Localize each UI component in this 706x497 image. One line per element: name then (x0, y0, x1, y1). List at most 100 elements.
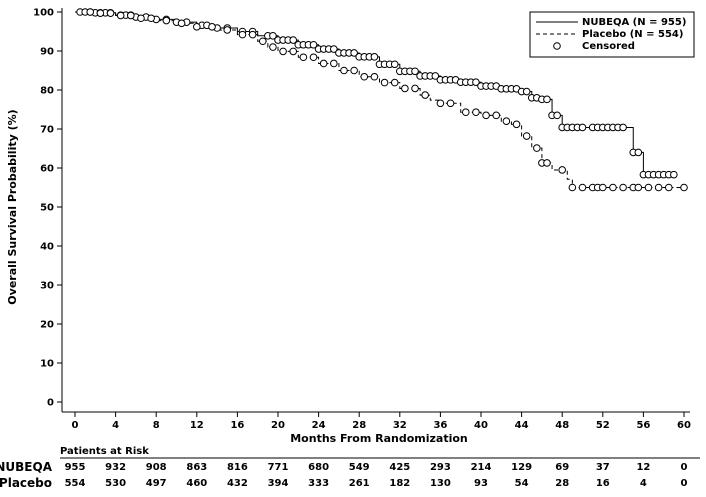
risk-value: 293 (430, 462, 451, 473)
placebo-censor-mark (319, 59, 328, 68)
placebo-censor-mark (330, 59, 338, 68)
nubeqa-censor-mark (350, 49, 358, 57)
risk-value: 12 (636, 462, 650, 473)
risk-value: 28 (555, 478, 569, 489)
risk-value: 432 (227, 478, 248, 489)
legend-placebo-label: Placebo (N = 554) (582, 29, 683, 40)
risk-value: 497 (146, 478, 167, 489)
placebo-censor-mark (522, 132, 531, 140)
x-tick-label: 36 (433, 420, 447, 431)
nubeqa-censor-mark (553, 111, 561, 120)
risk-value: 93 (474, 478, 488, 489)
placebo-censor-mark (543, 159, 551, 167)
placebo-censor-mark (127, 11, 135, 20)
nubeqa-censor-mark (522, 87, 531, 96)
risk-value: 54 (515, 478, 529, 489)
placebo-censor-mark (492, 111, 501, 120)
placebo-censor-mark (147, 14, 155, 23)
nubeqa-censor-mark (330, 45, 338, 53)
placebo-censor-mark (436, 99, 445, 108)
x-tick-label: 52 (596, 420, 610, 431)
risk-value: 554 (65, 478, 86, 489)
placebo-censor-mark (502, 117, 511, 125)
risk-value: 908 (146, 462, 167, 473)
placebo-censor-mark (193, 23, 201, 31)
placebo-censor-mark (446, 99, 455, 108)
placebo-censor-mark (680, 183, 688, 192)
placebo-censor-mark (350, 66, 358, 75)
risk-value: 955 (65, 462, 86, 473)
placebo-censor-mark (238, 30, 247, 39)
y-tick-label: 0 (47, 398, 54, 409)
nubeqa-censor-mark (289, 36, 298, 44)
placebo-censor-mark (299, 53, 308, 62)
legend-censored-marker (553, 42, 561, 50)
legend: NUBEQA (N = 955) Placebo (N = 554) Censo… (529, 11, 695, 58)
x-tick-label: 56 (636, 420, 650, 431)
placebo-censor-mark (86, 8, 95, 16)
placebo-censor-mark (421, 91, 429, 99)
placebo-censor-mark (340, 66, 348, 75)
x-axis-title: Months From Randomization (290, 432, 468, 445)
nubeqa-censor-mark (309, 40, 318, 49)
placebo-censor-mark (279, 47, 287, 56)
legend-censored-label: Censored (582, 41, 635, 52)
y-tick-label: 70 (40, 125, 54, 136)
y-tick-label: 20 (40, 320, 54, 331)
y-tick-label: 10 (40, 359, 54, 370)
risk-value: 182 (389, 478, 410, 489)
risk-value: 0 (681, 462, 688, 473)
placebo-censor-mark (634, 183, 643, 192)
x-tick-label: 8 (153, 420, 160, 431)
placebo-censor-mark (512, 120, 521, 129)
x-tick-label: 40 (474, 420, 488, 431)
placebo-censor-mark (401, 84, 409, 93)
risk-value: 460 (186, 478, 207, 489)
risk-value: 863 (186, 462, 207, 473)
placebo-censor-mark (599, 183, 607, 192)
placebo-censor-mark (654, 183, 663, 192)
placebo-censor-mark (106, 9, 115, 17)
x-tick-label: 32 (393, 420, 407, 431)
risk-value: 333 (308, 478, 329, 489)
risk-value: 69 (555, 462, 569, 473)
x-tick-label: 4 (112, 420, 119, 431)
placebo-censor-mark (223, 26, 232, 34)
risk-value: 0 (681, 478, 688, 489)
nubeqa-censor-mark (472, 78, 480, 86)
placebo-censor-mark (96, 9, 105, 17)
y-tick-label: 100 (33, 8, 54, 19)
risk-value: 425 (389, 462, 410, 473)
placebo-censor-mark (258, 37, 267, 46)
nubeqa-censor-mark (390, 60, 399, 69)
nubeqa-censor-mark (578, 123, 587, 132)
placebo-censor-mark (411, 84, 419, 93)
risk-value: 16 (596, 478, 610, 489)
x-tick-label: 48 (555, 420, 569, 431)
risk-table-title: Patients at Risk (60, 446, 149, 457)
y-axis-title: Overall Survival Probability (%) (6, 109, 19, 304)
risk-value: 680 (308, 462, 329, 473)
x-tick-label: 60 (677, 420, 691, 431)
y-tick-label: 80 (40, 86, 54, 97)
placebo-censor-mark (568, 183, 577, 192)
nubeqa-censor-mark (431, 72, 440, 80)
nubeqa-censor-mark (370, 53, 379, 61)
nubeqa-censor-mark (670, 170, 678, 179)
y-tick-label: 60 (40, 164, 54, 175)
risk-value: 214 (471, 462, 492, 473)
y-tick-label: 90 (40, 47, 54, 58)
placebo-censor-mark (380, 78, 389, 87)
placebo-censor-mark (208, 23, 216, 31)
placebo-censor-mark (558, 166, 567, 174)
risk-value: 261 (349, 478, 370, 489)
placebo-censor-mark (289, 47, 298, 56)
nubeqa-censor-mark (543, 95, 551, 104)
risk-value: 932 (105, 462, 126, 473)
risk-value: 37 (596, 462, 610, 473)
x-tick-label: 24 (312, 420, 326, 431)
placebo-censor-mark (269, 43, 277, 51)
x-tick-label: 44 (515, 420, 529, 431)
risk-value: 771 (268, 462, 289, 473)
